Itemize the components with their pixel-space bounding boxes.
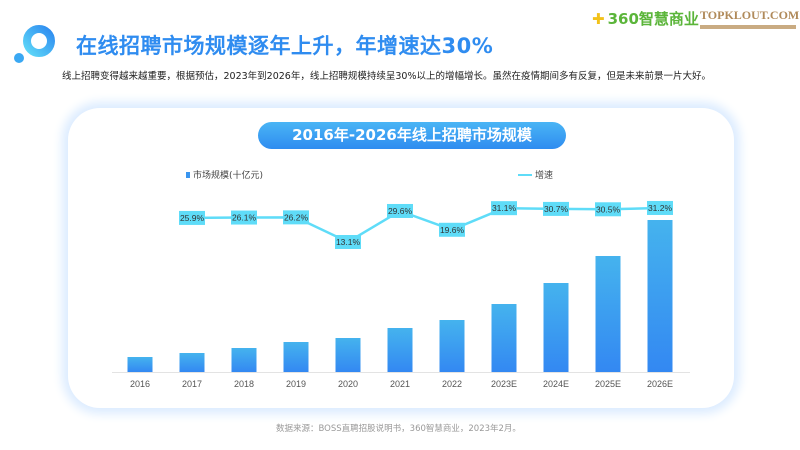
data-source: 数据来源：BOSS直聘招股说明书，360智慧商业，2023年2月。 bbox=[276, 424, 521, 434]
legend-line-swatch bbox=[518, 173, 532, 176]
chart-card bbox=[68, 108, 734, 408]
logo-ring-icon bbox=[14, 25, 55, 63]
page-title: 在线招聘市场规模逐年上升，年增速达30% bbox=[76, 34, 494, 58]
legend-bar: 市场规模(十亿元) bbox=[186, 168, 263, 181]
legend-line-label: 增速 bbox=[535, 171, 554, 181]
legend-line: 增速 bbox=[518, 168, 553, 181]
legend-bar-swatch bbox=[186, 171, 190, 178]
brand-topklout-logo: TOPKLOUT.COM bbox=[700, 8, 799, 29]
page-subtitle: 线上招聘变得越来越重要，根据预估，2023年到2026年，线上招聘规模持续呈30… bbox=[62, 71, 711, 82]
brand-360-logo: ✚ 360智慧商业 bbox=[592, 9, 699, 29]
chart-title: 2016年-2026年线上招聘市场规模 bbox=[258, 122, 566, 149]
legend-bar-label: 市场规模(十亿元) bbox=[193, 171, 264, 181]
